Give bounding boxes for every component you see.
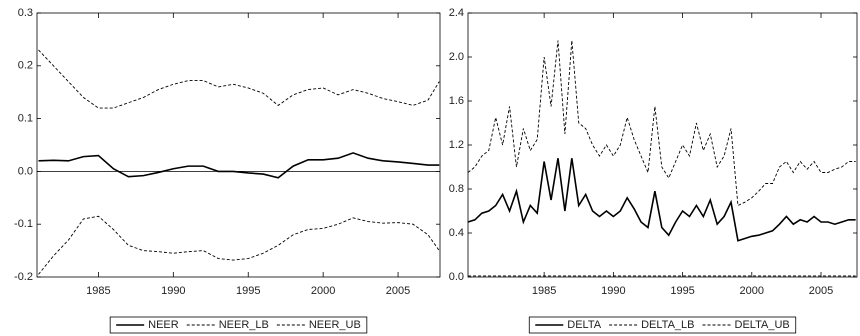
x-tick-label: 1990 <box>161 285 185 297</box>
plot-frame <box>467 12 858 278</box>
plot-frame <box>36 12 441 278</box>
y-tick-label: 2.4 <box>449 7 464 19</box>
y-tick-label: -0.2 <box>14 271 33 283</box>
y-tick-label: 2.0 <box>449 51 464 63</box>
series-line <box>467 40 856 207</box>
legend-label: NEER_LB <box>219 319 269 331</box>
x-tick-label: 1995 <box>670 285 694 297</box>
y-tick-label: 1.6 <box>449 95 464 107</box>
x-tick-label: 2000 <box>740 285 764 297</box>
x-tick-label: 2005 <box>809 285 833 297</box>
legend-label: DELTA_UB <box>735 319 790 331</box>
x-tick-label: 1995 <box>236 285 260 297</box>
x-tick-label: 2005 <box>386 285 410 297</box>
y-tick-label: 1.2 <box>449 139 464 151</box>
x-tick-label: 1985 <box>86 285 110 297</box>
legend-label: NEER <box>148 319 179 331</box>
y-tick-label: -0.1 <box>14 218 33 230</box>
series-line <box>38 49 440 109</box>
legend-box <box>528 316 797 334</box>
legend-label: DELTA_LB <box>641 319 694 331</box>
y-tick-label: 0.3 <box>18 7 33 19</box>
x-tick-label: 1990 <box>601 285 625 297</box>
legend-label: DELTA <box>567 319 601 331</box>
series-line <box>38 215 440 275</box>
y-tick-label: 0.4 <box>449 227 464 239</box>
series-line <box>467 158 856 242</box>
y-tick-label: 0.0 <box>449 271 464 283</box>
legend-box <box>109 316 368 334</box>
y-tick-label: 0.8 <box>449 183 464 195</box>
y-tick-label: 0.1 <box>18 113 33 125</box>
series-line <box>38 152 440 179</box>
legend-label: NEER_UB <box>309 319 361 331</box>
y-tick-label: 0.0 <box>18 165 33 177</box>
x-tick-label: 2000 <box>311 285 335 297</box>
y-tick-label: 0.2 <box>18 60 33 72</box>
x-tick-label: 1985 <box>532 285 556 297</box>
